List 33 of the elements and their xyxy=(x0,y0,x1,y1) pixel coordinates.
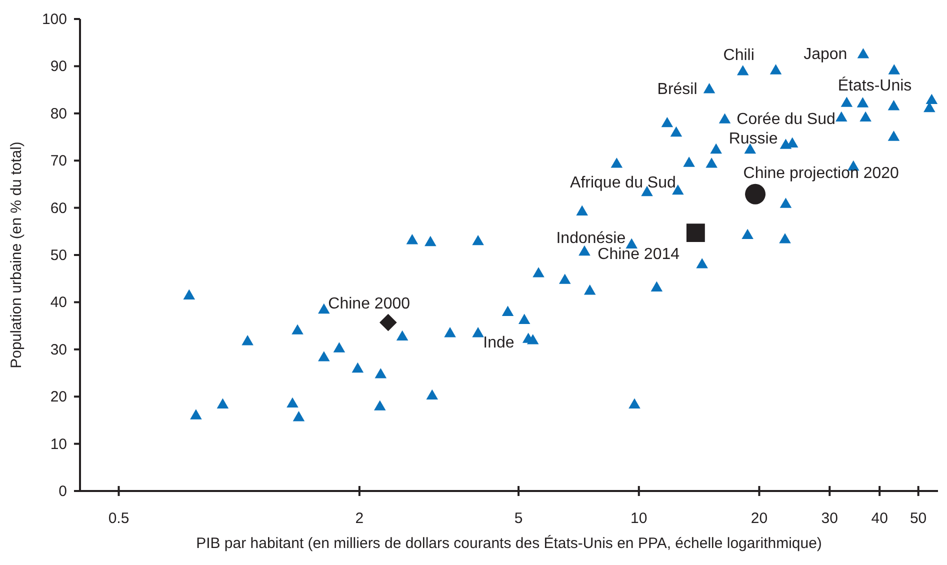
y-tick-label: 80 xyxy=(50,105,67,122)
y-tick-label: 50 xyxy=(50,247,67,264)
x-tick-label: 50 xyxy=(910,510,927,527)
annotation: Inde xyxy=(483,334,514,352)
annotation: États-Unis xyxy=(838,76,912,95)
annotation: Russie xyxy=(728,130,778,148)
y-tick-label: 30 xyxy=(50,341,67,358)
y-tick-label: 40 xyxy=(50,294,67,312)
y-tick-label: 20 xyxy=(50,388,67,406)
annotation: Japon xyxy=(804,46,848,63)
x-tick-label: 2 xyxy=(355,510,364,527)
annotation: Chili xyxy=(723,46,754,64)
series-label: Chine 2014 xyxy=(598,246,680,263)
x-tick-label: 30 xyxy=(821,510,838,527)
series-label: Chine 2000 xyxy=(328,295,410,312)
y-tick-label: 90 xyxy=(50,58,67,76)
x-tick-label: 10 xyxy=(630,510,648,527)
x-tick-label: 0.5 xyxy=(108,510,130,527)
x-tick-label: 20 xyxy=(750,510,768,527)
annotation: Afrique du Sud xyxy=(570,174,676,192)
annotation: Corée du Sud xyxy=(736,111,836,128)
series-label: Chine projection 2020 xyxy=(743,165,900,182)
x-tick-label: 40 xyxy=(871,510,888,527)
y-tick-label: 10 xyxy=(50,436,67,453)
annotation: Indonésie xyxy=(556,230,626,248)
annotation: Brésil xyxy=(657,80,698,98)
y-tick-label: 70 xyxy=(50,152,67,170)
x-axis-title: PIB par habitant (en milliers de dollars courants des États-Unis en PPA, échelle logarithmique) xyxy=(196,534,822,552)
y-tick-label: 0 xyxy=(58,483,67,500)
y-tick-label: 100 xyxy=(42,11,67,28)
x-tick-label: 5 xyxy=(514,510,523,527)
y-tick-label: 60 xyxy=(50,200,67,217)
y-axis-title: Population urbaine (en % du total) xyxy=(8,142,25,368)
